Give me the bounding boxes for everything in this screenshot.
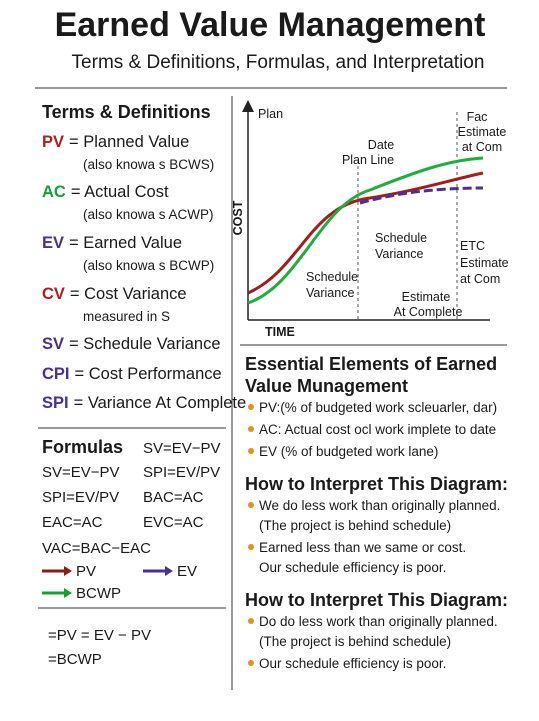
formula: BAC=AC [143,489,204,506]
term: PV = Planned Value [42,133,189,151]
term: EV = Earned Value [42,234,182,252]
diagram-label: At Complete [394,305,463,319]
axis-label: Plan [258,107,283,121]
bullet [248,426,254,432]
formula: SPI=EV/PV [42,489,119,506]
legend-arrow [64,588,72,598]
axis-label: TIME [265,325,295,339]
bullet-text: (The project is behind schedule) [259,634,451,649]
formula: SV=EV−PV [143,440,221,457]
diagram-label: Variance [306,286,354,300]
term-abbr: PV [42,133,64,151]
term-abbr: EV [42,234,64,252]
bullet-text: (The project is behind schedule) [259,518,451,533]
term-text: = Earned Value [69,234,182,252]
summary-formula: =BCWP [48,651,102,668]
section-heading: Value Munagement [245,376,408,396]
section-heading: Essential Elements of Earned [245,354,497,374]
section-heading: Formulas [42,437,123,457]
diagram [242,100,490,321]
pv-curve [247,171,484,295]
section-heading: How to Interpret This Diagram: [245,590,508,610]
legend-label: BCWP [76,585,121,602]
term-abbr: SPI [42,394,69,412]
bullet [248,502,254,508]
term-text: = Actual Cost [71,183,169,201]
diagram-label: Schedule [375,231,427,245]
bullet-text: Earned less than we same or cost. [259,540,466,555]
legend-arrow [64,566,72,576]
term-abbr: SV [42,335,64,353]
term-note: (also knowa s BCWP) [83,258,214,273]
term: CPI = Cost Performance [42,365,222,383]
term-note: (also knowa s ACWP) [83,207,214,222]
bullet [248,660,254,666]
term-text: = Variance At Complete [74,394,247,412]
bullet-text: Our schedule efficiency is poor. [259,656,446,671]
term-text: = Cost Performance [75,365,222,383]
axis-label: COST [231,200,245,235]
forecast-curve [359,186,484,205]
ev-curve [247,156,484,305]
term: AC = Actual Cost [42,183,169,201]
legend-label: PV [76,563,96,580]
legend-arrow [165,566,173,576]
bullet-text: AC: Actual cost ocl work implete to date [259,422,496,437]
formula: EAC=AC [42,514,103,531]
bullet-text: EV (% of budgeted work lane) [259,444,438,459]
diagram-label: Estimate [460,256,509,270]
diagram-label: Plan Line [342,153,394,167]
formula: SV=EV−PV [42,464,120,481]
term-text: = Cost Variance [70,285,187,303]
bullet [248,404,254,410]
diagram-label: at Com [462,140,502,154]
section-heading: How to Interpret This Diagram: [245,474,508,494]
bullet [248,618,254,624]
term-abbr: CV [42,285,65,303]
bullet-text: PV:(% of budgeted work scleuarler, dar) [259,400,497,415]
section-heading: Terms & Definitions [42,102,211,122]
diagram-label: Estimate [402,290,451,304]
formula: SPI=EV/PV [143,464,220,481]
subtitle: Terms & Definitions, Formulas, and Inter… [72,52,485,73]
term-abbr: CPI [42,365,70,383]
formula: EVC=AC [143,514,204,531]
diagram-label: Estimate [458,125,507,139]
title: Earned Value Management [55,6,486,44]
term: SV = Schedule Variance [42,335,221,353]
term-note: measured in S [83,309,170,324]
diagram-label: at Com [460,272,500,286]
bullet-text: Do do less work than originally planned. [259,614,498,629]
term: CV = Cost Variance [42,285,187,303]
diagram-label: Schedule [306,270,358,284]
term-text: = Planned Value [69,133,189,151]
diagram-label: Variance [375,247,423,261]
diagram-label: ETC [460,239,485,253]
diagram-label: Date [368,138,394,152]
bullet-text: We do less work than originally planned. [259,498,500,513]
diagram-label: Fac [467,110,488,124]
term-text: = Schedule Variance [69,335,221,353]
bullet [248,448,254,454]
bullet-text: Our schedule efficiency is poor. [259,560,446,575]
formula: VAC=BAC−EAC [42,540,151,557]
legend-label: EV [177,563,197,580]
term: SPI = Variance At Complete [42,394,246,412]
summary-formula: =PV = EV − PV [48,627,151,644]
term-abbr: AC [42,183,66,201]
bullet [248,544,254,550]
term-note: (also knowa s BCWS) [83,157,214,172]
